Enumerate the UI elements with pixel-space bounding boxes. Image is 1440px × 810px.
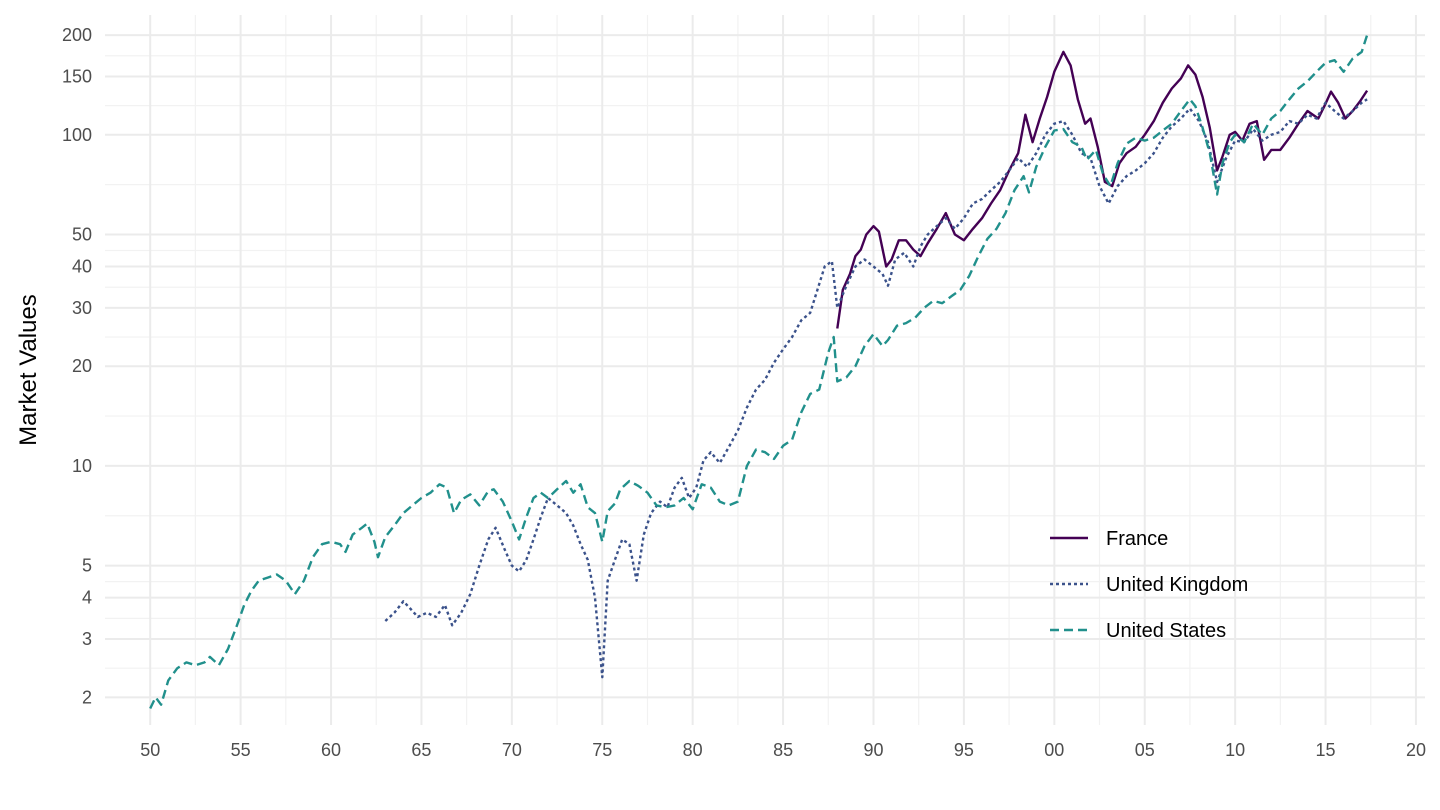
y-tick-label: 20 [72,356,92,376]
y-tick-label: 100 [62,125,92,145]
x-tick-label: 15 [1316,740,1336,760]
x-tick-label: 80 [683,740,703,760]
x-tick-label: 60 [321,740,341,760]
minor-gridlines [105,15,1425,725]
series-line-france [836,50,1369,329]
y-tick-label: 10 [72,456,92,476]
x-axis-tick-labels: 50 55 60 65 70 75 80 85 90 95 00 05 10 15 20 [140,740,1426,760]
x-tick-label: 85 [773,740,793,760]
x-tick-label: 50 [140,740,160,760]
legend-label-united-states: United States [1106,620,1226,642]
y-axis-title: Market Values [15,294,42,446]
legend-label-united-kingdom: United Kingdom [1106,574,1248,596]
series-line-united-states [149,34,1369,710]
y-tick-label: 4 [82,588,92,608]
y-axis-tick-labels: 2 3 4 5 10 20 30 40 50 100 150 200 [62,25,92,707]
y-tick-label: 200 [62,25,92,45]
legend: France United Kingdom United States [1050,528,1248,642]
x-tick-label: 70 [502,740,522,760]
x-tick-label: 20 [1406,740,1426,760]
y-tick-label: 50 [72,224,92,244]
y-tick-label: 2 [82,687,92,707]
y-tick-label: 40 [72,257,92,277]
y-tick-label: 3 [82,629,92,649]
y-tick-label: 30 [72,298,92,318]
x-tick-label: 75 [592,740,612,760]
x-tick-label: 90 [863,740,883,760]
x-tick-label: 10 [1225,740,1245,760]
x-tick-label: 00 [1044,740,1064,760]
series-lines [149,34,1369,710]
x-tick-label: 55 [231,740,251,760]
x-tick-label: 65 [411,740,431,760]
y-tick-label: 150 [62,66,92,86]
legend-label-france: France [1106,528,1168,550]
x-tick-label: 05 [1135,740,1155,760]
series-line-united-kingdom [384,98,1368,679]
x-tick-label: 95 [954,740,974,760]
y-tick-label: 5 [82,556,92,576]
major-gridlines [105,15,1425,725]
